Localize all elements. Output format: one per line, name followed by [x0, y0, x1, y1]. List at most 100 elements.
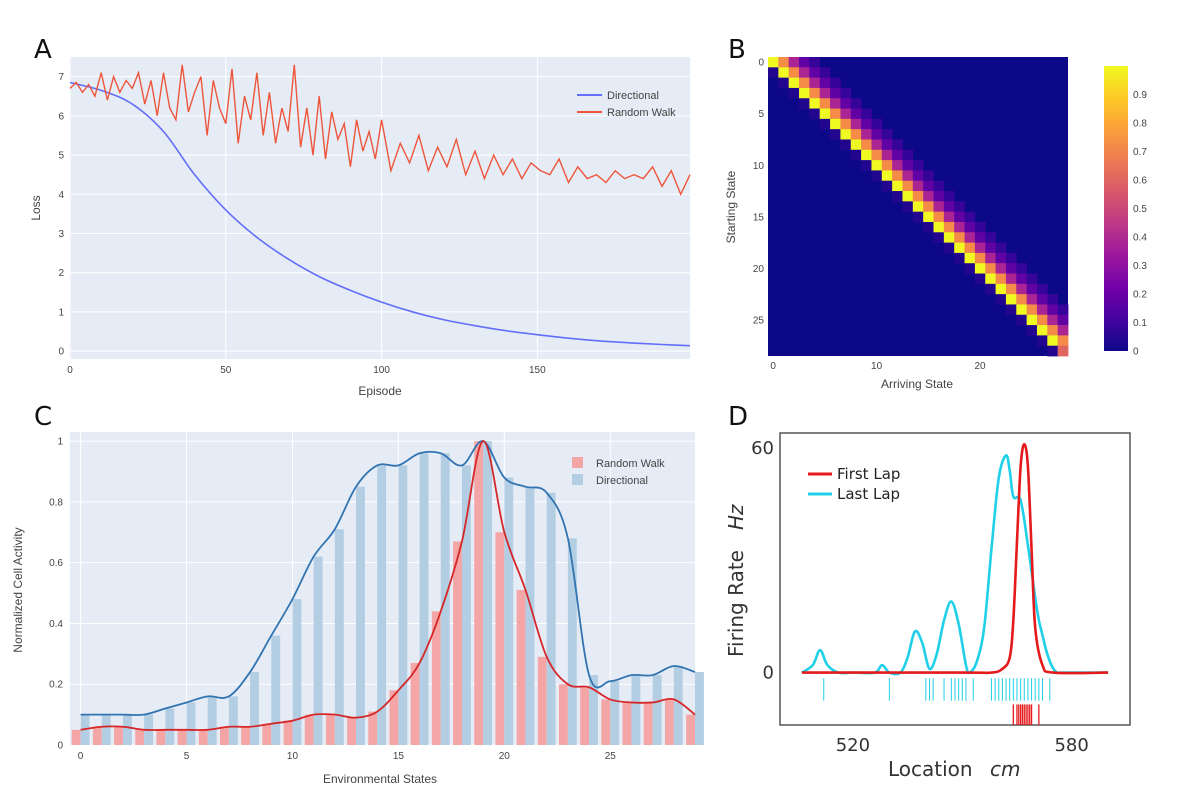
heatmap-cell	[1057, 304, 1069, 316]
panel-a-plot-area	[70, 57, 690, 359]
heatmap-cell	[892, 139, 903, 151]
colorbar-tick-label: 0.7	[1133, 147, 1147, 158]
heatmap-cell	[809, 87, 821, 99]
heatmap-cell	[974, 232, 986, 243]
panel-a-xlabel: Episode	[358, 384, 402, 398]
heatmap-cell	[912, 211, 924, 223]
heatmap-cell	[995, 273, 1007, 285]
heatmap-cell	[788, 57, 800, 68]
panel-a-ytick-label: 6	[58, 111, 64, 122]
heatmap-cell	[881, 139, 893, 151]
panel-b-xtick-label: 0	[770, 361, 776, 372]
heatmap-cell	[1005, 283, 1017, 295]
colorbar-tick-label: 0	[1133, 347, 1139, 358]
heatmap-cell	[1057, 325, 1069, 336]
bar-directional	[228, 696, 238, 745]
colorbar-tick-label: 0.2	[1133, 290, 1147, 301]
heatmap-cell	[830, 108, 841, 120]
legend-label-random-walk: Random Walk	[596, 458, 665, 470]
heatmap-cell	[799, 98, 810, 109]
bar-random-walk	[431, 611, 441, 745]
bar-random-walk	[580, 687, 590, 745]
heatmap-cell	[995, 252, 1007, 264]
panel-d-xtick-label: 580	[1054, 735, 1088, 756]
panel-a-series-line-random-walk	[69, 64, 691, 197]
heatmap-cell	[871, 170, 883, 182]
heatmap-cell	[1047, 294, 1059, 305]
heatmap-cell	[819, 98, 831, 109]
heatmap-cell	[850, 108, 862, 120]
heatmap-cell	[954, 221, 965, 233]
panel-c-ytick-label: 0.6	[49, 558, 63, 569]
bar-random-walk	[135, 729, 145, 745]
bar-random-walk	[622, 702, 632, 745]
heatmap-cell	[964, 242, 976, 254]
heatmap-cell	[809, 67, 821, 79]
heatmap-cell	[819, 77, 831, 89]
panel-b-ylabel: Starting State	[724, 170, 738, 243]
panel-c-xtick-label: 25	[605, 751, 617, 762]
heatmap-cell	[881, 170, 893, 182]
heatmap-cell	[1036, 325, 1048, 336]
panel-d-legend: First Lap Last Lap	[808, 465, 900, 503]
heatmap-cell	[1047, 304, 1059, 316]
bar-random-walk	[537, 656, 547, 745]
bar-directional	[271, 635, 281, 745]
heatmap-cell	[819, 87, 831, 99]
legend-label-directional: Directional	[607, 90, 659, 102]
panel-a-ylabel: Loss	[29, 195, 43, 220]
panel-c-ytick-label: 0.8	[49, 497, 63, 508]
panel-letter-a: A	[34, 35, 52, 65]
heatmap-cell	[995, 263, 1007, 274]
bar-directional	[483, 441, 493, 745]
bar-directional	[207, 696, 217, 745]
heatmap-cell	[985, 263, 996, 274]
colorbar-tick-label: 0.5	[1133, 204, 1147, 215]
heatmap-cell	[912, 160, 924, 171]
heatmap-cell	[912, 201, 924, 213]
heatmap-cell	[830, 129, 841, 140]
panel-c-smooth-line-directional	[80, 440, 696, 716]
bar-random-walk	[241, 726, 251, 745]
heatmap-cell	[881, 149, 893, 161]
panel-letter-d: D	[728, 402, 748, 432]
bar-random-walk	[601, 699, 611, 745]
heatmap-cell	[964, 221, 976, 233]
heatmap-cell	[1036, 335, 1048, 347]
panel-b-ytick-label: 0	[758, 58, 764, 69]
bar-random-walk	[664, 699, 674, 745]
heatmap-cell	[964, 263, 976, 274]
bar-random-walk	[474, 441, 484, 745]
heatmap-cell	[1026, 273, 1038, 285]
panel-letter-c: C	[34, 402, 52, 432]
heatmap-cell	[1016, 263, 1028, 274]
heatmap-cell	[871, 129, 883, 140]
heatmap-cell	[923, 221, 934, 233]
heatmap-cell	[768, 57, 779, 68]
bar-random-walk	[177, 729, 187, 745]
panel-d-xlabel-unit: cm	[990, 757, 1020, 781]
heatmap-cell	[974, 221, 986, 233]
heatmap-cell	[943, 221, 955, 233]
bar-random-walk	[495, 532, 505, 745]
heatmap-cell	[1036, 304, 1048, 316]
panel-a-xtick-label: 0	[67, 365, 73, 376]
heatmap-cell	[778, 67, 790, 79]
heatmap-cell	[943, 201, 955, 213]
heatmap-cell	[943, 211, 955, 223]
heatmap-cell	[902, 201, 914, 213]
heatmap-cell	[974, 263, 986, 274]
panel-c-xlabel: Environmental States	[323, 772, 437, 786]
panel-a-xtick-label: 100	[373, 365, 390, 376]
bar-random-walk	[156, 729, 166, 745]
panel-c-xtick-label: 10	[287, 751, 299, 762]
heatmap-cell	[861, 129, 872, 140]
heatmap-cell	[1057, 314, 1069, 326]
bar-random-walk	[643, 702, 653, 745]
panel-c-ytick-label: 0.4	[49, 619, 63, 630]
bar-directional	[589, 675, 598, 745]
heatmap-cell	[850, 139, 862, 151]
heatmap-cell	[954, 201, 965, 213]
panel-d-firing-rate-chart: 0 60 520 580 Location cm Firing Rate Hz Fir…	[724, 432, 1131, 781]
heatmap-cell	[809, 108, 821, 120]
